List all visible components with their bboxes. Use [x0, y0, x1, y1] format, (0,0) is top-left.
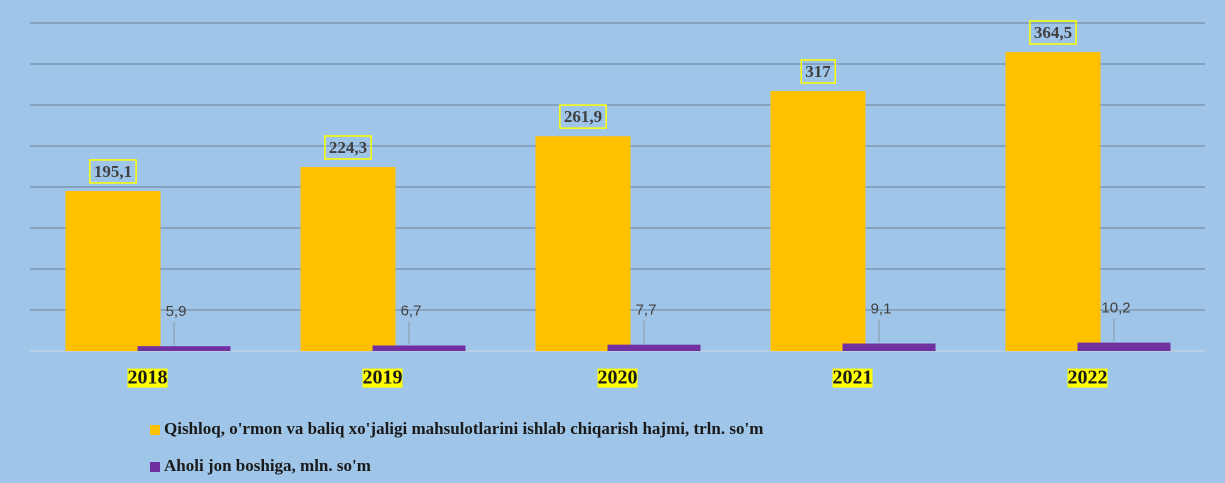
x-tick-highlight: [127, 368, 168, 388]
legend-swatch: [150, 462, 160, 472]
data-label: 9,1: [871, 301, 892, 318]
bar: [300, 167, 396, 351]
data-label: 10,2: [1101, 300, 1130, 317]
legend-label: Aholi jon boshiga, mln. so'm: [164, 456, 371, 475]
x-tick-label: 2019: [363, 367, 403, 389]
bar: [535, 136, 631, 351]
x-tick-highlight: [597, 368, 638, 388]
x-tick-highlight: [832, 368, 873, 388]
data-label-box: [1029, 20, 1077, 45]
data-label-box: [324, 135, 372, 160]
data-label: 261,9: [564, 107, 602, 126]
data-label: 364,5: [1034, 23, 1072, 42]
data-label-box: [559, 104, 607, 129]
legend-swatch: [150, 425, 160, 435]
data-label: 7,7: [636, 302, 657, 319]
x-tick-highlight: [362, 368, 403, 388]
x-tick-label: 2020: [598, 367, 638, 389]
x-tick-label: 2018: [128, 367, 168, 389]
bar: [607, 344, 701, 351]
bar: [842, 343, 936, 351]
x-tick-label: 2022: [1068, 367, 1108, 389]
data-label: 6,7: [401, 302, 422, 319]
x-tick-label: 2021: [833, 367, 873, 389]
data-label-box: [800, 59, 836, 84]
data-label: 195,1: [94, 162, 132, 181]
bar: [372, 345, 466, 351]
bar: [65, 191, 161, 351]
bar: [1005, 52, 1101, 352]
data-label: 224,3: [329, 138, 367, 157]
data-label-box: [89, 159, 137, 184]
bar: [770, 91, 866, 351]
x-tick-highlight: [1067, 368, 1108, 388]
bar: [137, 346, 231, 351]
legend-label: Qishloq, o'rmon va baliq xo'jaligi mahsu…: [164, 419, 763, 438]
data-label: 5,9: [166, 303, 187, 320]
data-label: 317: [805, 62, 831, 81]
bar: [1077, 342, 1171, 351]
